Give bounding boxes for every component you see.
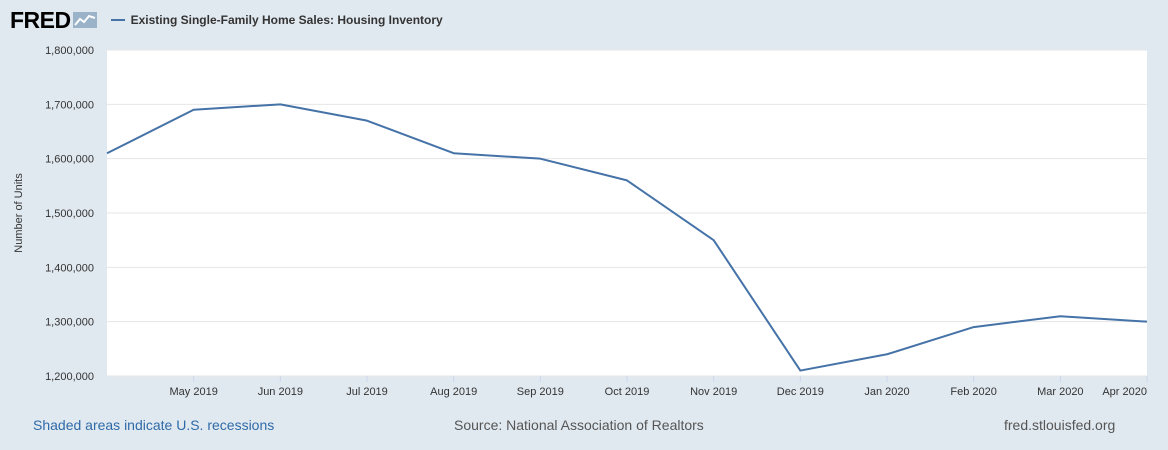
fred-logo-graph-icon (72, 12, 97, 28)
x-tick-label: Sep 2019 (517, 386, 564, 398)
x-tick-label: Jan 2020 (864, 386, 909, 398)
x-tick-label: Oct 2019 (605, 386, 650, 398)
y-tick-label: 1,200,000 (45, 371, 94, 383)
chart-header: FRED Existing Single-Family Home Sales: … (10, 6, 443, 34)
recession-note-link[interactable]: Shaded areas indicate U.S. recessions (33, 417, 275, 433)
x-tick-label: Mar 2020 (1037, 386, 1083, 398)
y-axis-label: Number of Units (13, 173, 25, 253)
chart-legend: Existing Single-Family Home Sales: Housi… (110, 13, 443, 27)
source-note: Source: National Association of Realtors (454, 417, 704, 433)
x-tick-label: Jul 2019 (346, 386, 388, 398)
x-tick-label: Aug 2019 (430, 386, 477, 398)
site-link[interactable]: fred.stlouisfed.org (1004, 417, 1116, 433)
x-tick-label: May 2019 (170, 386, 218, 398)
y-tick-label: 1,700,000 (45, 99, 94, 111)
y-tick-label: 1,600,000 (45, 154, 94, 166)
x-tick-label: Feb 2020 (950, 386, 996, 398)
y-tick-label: 1,800,000 (45, 45, 94, 57)
legend-swatch (110, 19, 125, 21)
x-tick-label: Nov 2019 (690, 386, 737, 398)
fred-logo[interactable]: FRED (10, 7, 71, 33)
y-tick-label: 1,300,000 (45, 317, 94, 329)
y-tick-label: 1,400,000 (45, 262, 94, 274)
legend-label: Existing Single-Family Home Sales: Housi… (130, 13, 443, 27)
x-tick-label: Jun 2019 (258, 386, 303, 398)
y-tick-label: 1,500,000 (45, 208, 94, 220)
x-tick-label: Apr 2020 (1102, 386, 1147, 398)
x-tick-label: Dec 2019 (777, 386, 824, 398)
